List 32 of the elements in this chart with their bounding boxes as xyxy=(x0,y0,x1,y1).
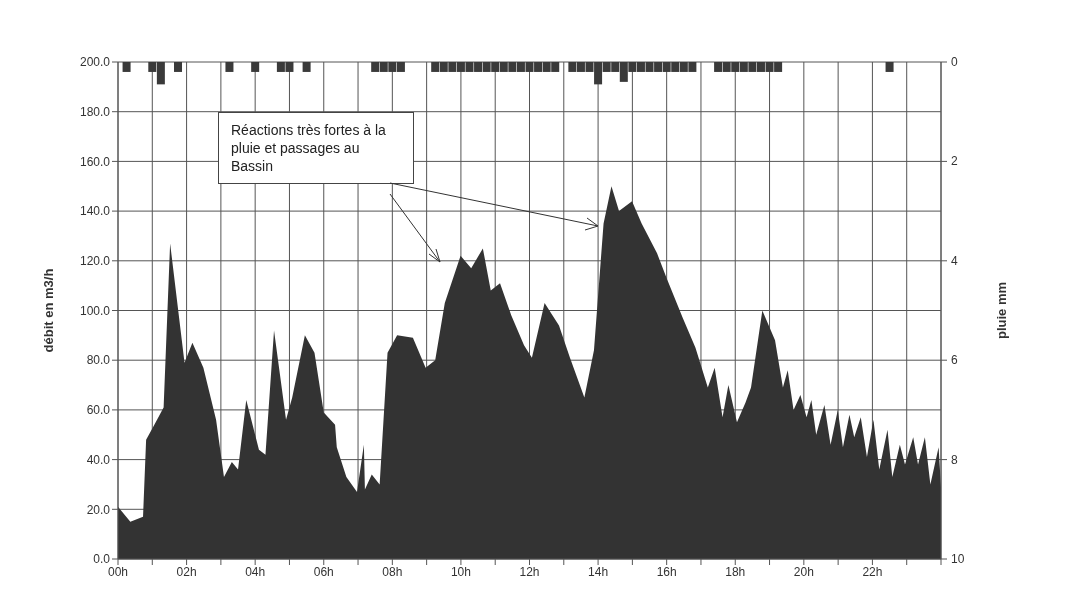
x-tick-label: 18h xyxy=(725,564,746,579)
y2-tick-label: 8 xyxy=(951,452,958,467)
y2-axis-title: pluie mm xyxy=(993,281,1009,340)
y-tick-label: 140.0 xyxy=(79,204,111,219)
y-tick-label: 60.0 xyxy=(86,403,111,418)
x-tick-label: 08h xyxy=(382,564,403,579)
y-tick-label: 0.0 xyxy=(93,552,111,567)
x-tick-label: 20h xyxy=(793,564,814,579)
x-tick-label: 10h xyxy=(450,564,471,579)
x-tick-label: 22h xyxy=(862,564,883,579)
y2-tick-label: 6 xyxy=(951,353,958,368)
y-axis-title: débit en m3/h xyxy=(40,268,56,353)
x-tick-label: 02h xyxy=(176,564,197,579)
y2-tick-label: 2 xyxy=(951,154,958,169)
y-tick-label: 120.0 xyxy=(79,254,111,269)
annotation: Réactions très fortes à la pluie et passages au Bassin xyxy=(218,112,414,184)
x-tick-label: 14h xyxy=(588,564,609,579)
x-tick-label: 00h xyxy=(107,564,129,579)
y-tick-label: 80.0 xyxy=(86,353,111,368)
y-tick-label: 160.0 xyxy=(79,154,111,169)
x-tick-label: 04h xyxy=(245,564,266,579)
y-tick-label: 40.0 xyxy=(86,452,111,467)
y2-tick-label: 10 xyxy=(951,552,965,566)
y-tick-label: 100.0 xyxy=(79,303,111,318)
y2-tick-label: 4 xyxy=(951,253,958,268)
x-tick-label: 16h xyxy=(656,564,677,579)
y2-tick-label: 0 xyxy=(951,55,958,69)
y-tick-label: 20.0 xyxy=(86,502,111,517)
x-tick-label: 12h xyxy=(519,564,540,579)
y-tick-label: 200.0 xyxy=(79,55,111,70)
y-tick-label: 180.0 xyxy=(79,104,111,119)
x-tick-label: 06h xyxy=(313,564,334,579)
